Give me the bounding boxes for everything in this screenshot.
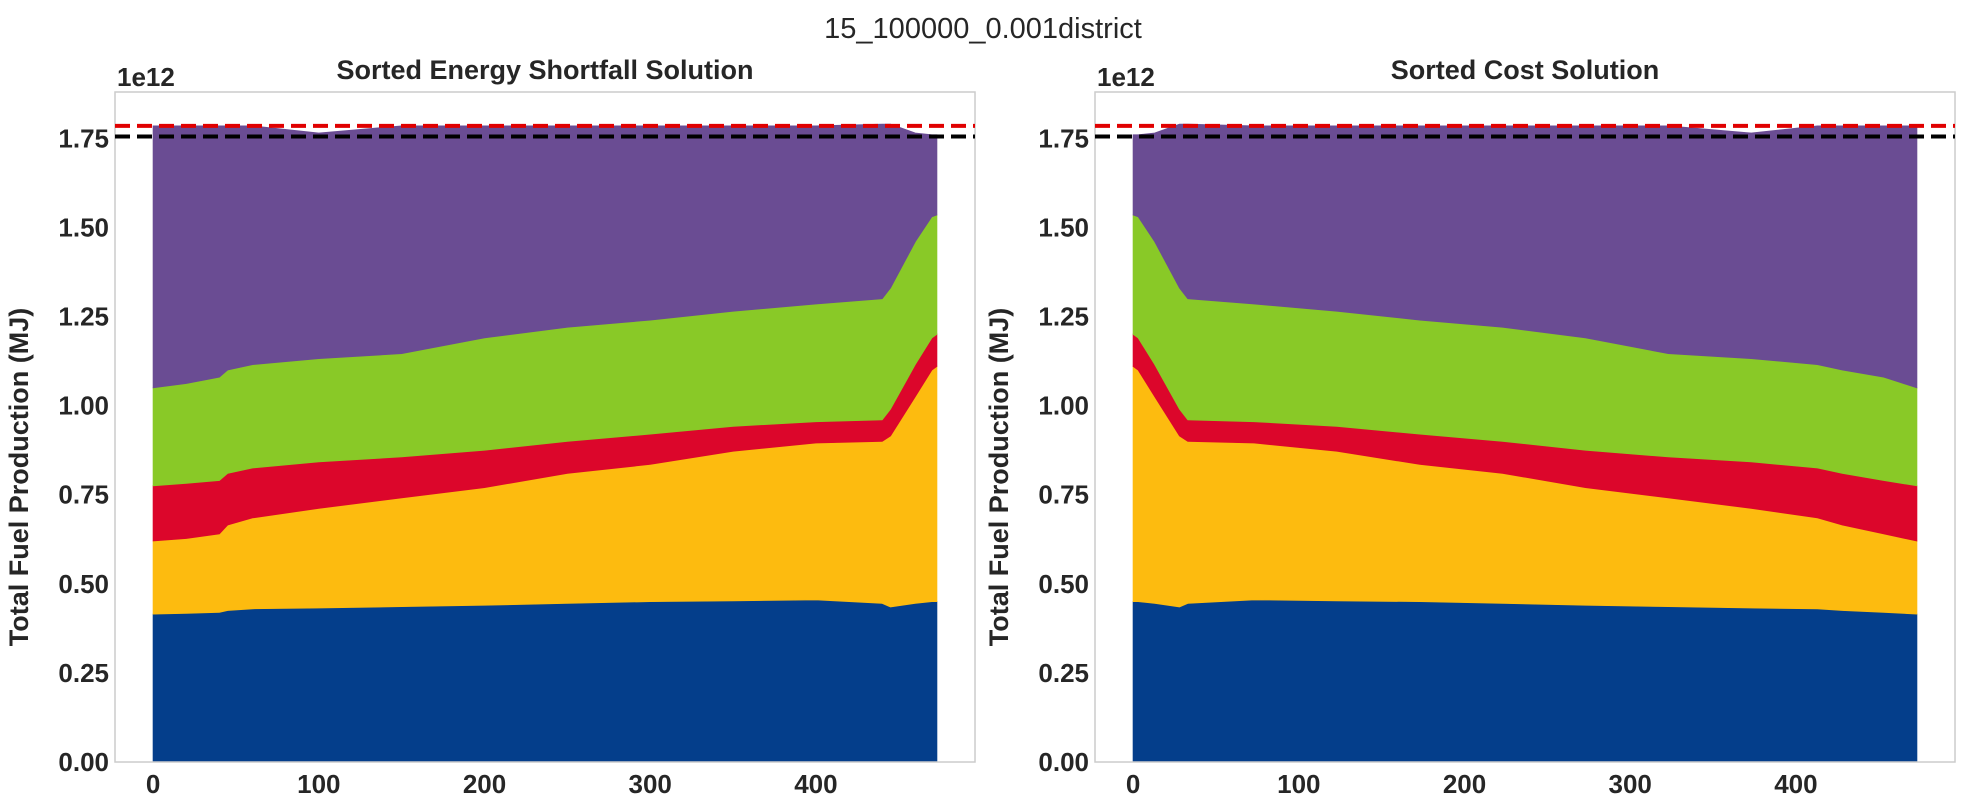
area-layer-1 <box>152 599 938 763</box>
x-tick-label: 200 <box>463 769 506 799</box>
x-tick-label: 400 <box>1774 769 1817 799</box>
y-tick-label: 1.00 <box>1038 391 1089 421</box>
chart-title: Sorted Cost Solution <box>1391 55 1659 85</box>
y-offset-text: 1e12 <box>117 62 175 92</box>
y-tick-label: 0.00 <box>1038 747 1089 777</box>
y-axis-label: Total Fuel Production (MJ) <box>984 308 1014 646</box>
x-tick-label: 200 <box>1443 769 1486 799</box>
y-tick-label: 0.00 <box>58 747 109 777</box>
y-tick-label: 0.25 <box>58 658 109 688</box>
y-tick-label: 0.50 <box>58 569 109 599</box>
y-axis-label: Total Fuel Production (MJ) <box>4 308 34 646</box>
x-tick-label: 100 <box>1277 769 1320 799</box>
y-tick-label: 0.50 <box>1038 569 1089 599</box>
y-tick-label: 0.75 <box>1038 480 1089 510</box>
y-tick-label: 0.75 <box>58 480 109 510</box>
y-tick-label: 1.50 <box>1038 212 1089 242</box>
y-tick-label: 1.75 <box>1038 123 1089 153</box>
axes-frame <box>1094 91 1956 763</box>
y-tick-label: 1.75 <box>58 123 109 153</box>
y-tick-label: 0.25 <box>1038 658 1089 688</box>
x-tick-label: 300 <box>1609 769 1652 799</box>
panels: 0 100 200 300 400 0.00 0.25 0.50 0.75 1.00 1.25 1.5… <box>4 55 1956 799</box>
x-tick-label: 0 <box>146 769 160 799</box>
chart-panel-1: 0 100 200 300 400 0.00 0.25 0.50 0.75 1.00 1.25 1.5… <box>4 55 976 799</box>
y-offset-text: 1e12 <box>1097 62 1155 92</box>
x-tick-label: 100 <box>297 769 340 799</box>
y-tick-label: 1.50 <box>58 212 109 242</box>
area-layer-1 <box>1132 599 1918 763</box>
x-tick-label: 300 <box>629 769 672 799</box>
y-tick-label: 1.00 <box>58 391 109 421</box>
y-tick-label: 1.25 <box>58 302 109 332</box>
chart-panel-2: 0 100 200 300 400 0.00 0.25 0.50 0.75 1.00 1.25 1.5… <box>984 55 1956 799</box>
area-layer-5 <box>152 123 938 389</box>
axes-frame <box>114 91 976 763</box>
y-tick-label: 1.25 <box>1038 302 1089 332</box>
x-tick-label: 0 <box>1126 769 1140 799</box>
x-tick-label: 400 <box>794 769 837 799</box>
chart-title: Sorted Energy Shortfall Solution <box>336 55 753 85</box>
figure-suptitle: 15_100000_0.001district <box>824 13 1142 45</box>
